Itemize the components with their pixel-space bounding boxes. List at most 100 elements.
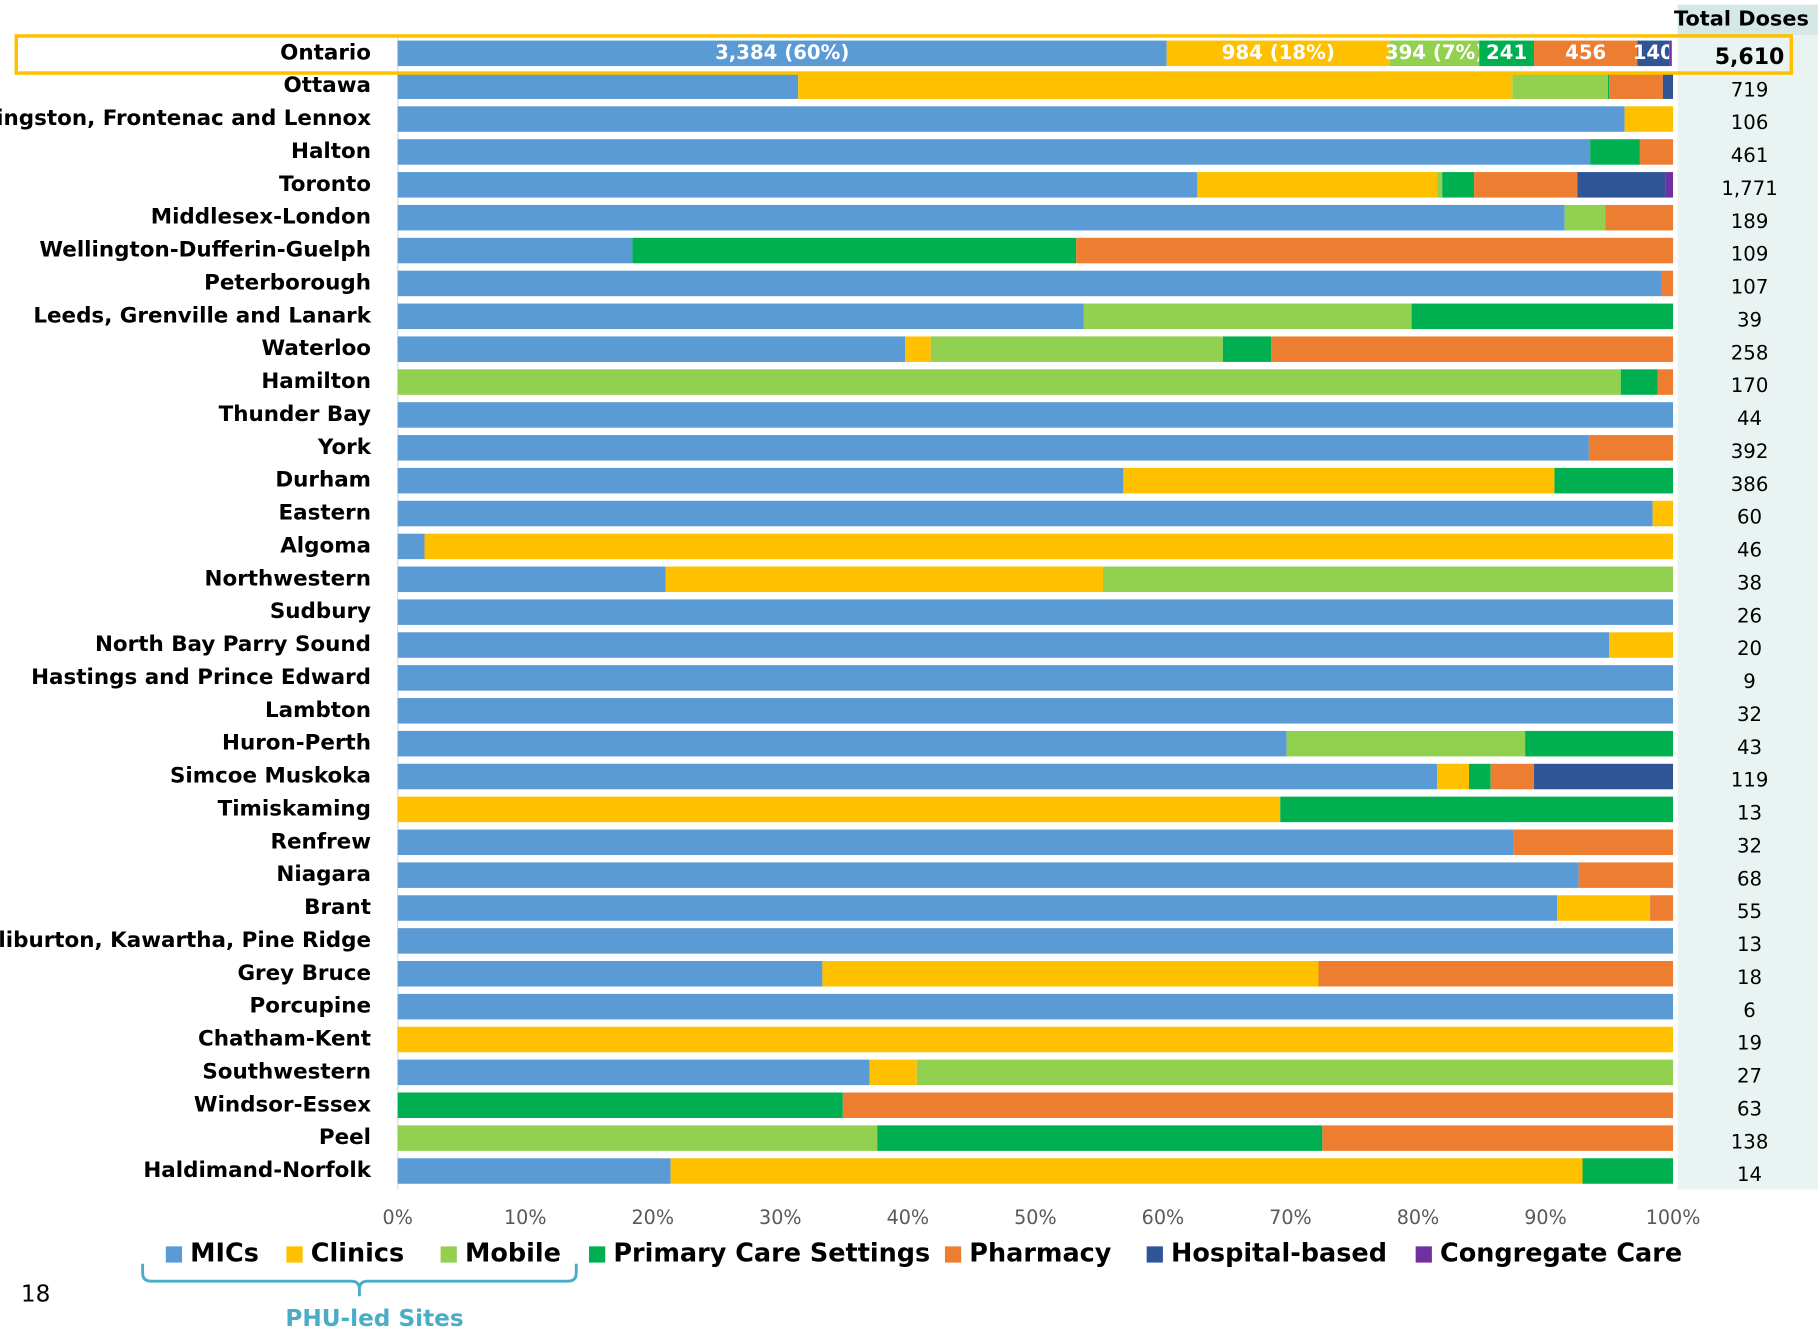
legend-label: MICs — [190, 1238, 259, 1268]
total-header-bg — [1677, 4, 1818, 35]
total-doses: 258 — [1731, 341, 1769, 364]
total-doses: 719 — [1731, 78, 1769, 101]
bar-segment — [1083, 303, 1412, 330]
bar-segment — [1197, 172, 1438, 198]
bar-segment — [397, 599, 1674, 625]
bar-segment — [397, 500, 1653, 527]
bar-segment — [1102, 566, 1674, 593]
category-label: Windsor-Essex — [194, 1092, 371, 1117]
legend-swatch — [165, 1246, 183, 1263]
bar-segment — [1624, 106, 1674, 132]
x-tick-label: 40% — [887, 1206, 930, 1229]
bar-segment — [930, 336, 1223, 362]
bar-segment — [397, 204, 1565, 231]
bar-segment — [397, 566, 666, 593]
total-doses: 392 — [1731, 440, 1769, 463]
data-label: 241 — [1486, 41, 1527, 64]
bar-segment — [1665, 172, 1674, 198]
x-tick-label: 70% — [1269, 1206, 1312, 1229]
total-doses: 106 — [1731, 111, 1769, 134]
legend-label: Mobile — [465, 1238, 561, 1268]
bar-segment — [1534, 40, 1638, 67]
data-label: 456 — [1565, 41, 1606, 64]
total-doses: 14 — [1737, 1163, 1762, 1186]
category-label: Brant — [304, 895, 371, 920]
category-label: Ottawa — [284, 73, 371, 98]
bar-segment — [1608, 73, 1610, 99]
category-label: Algoma — [280, 533, 371, 558]
bar-segment — [665, 566, 1103, 593]
bar-segment — [1590, 139, 1640, 165]
category-label: Ontario — [280, 40, 371, 65]
bar-segment — [1437, 763, 1469, 790]
bar-segment — [1280, 796, 1674, 823]
category-label: North Bay Parry Sound — [95, 632, 371, 657]
total-doses: 39 — [1737, 308, 1762, 331]
bar-segment — [1661, 270, 1674, 297]
total-doses: 119 — [1731, 769, 1769, 792]
category-label: Peterborough — [204, 270, 371, 295]
total-header: Total Doses — [1674, 7, 1809, 31]
bar-segment — [397, 172, 1198, 198]
bar-segment — [397, 40, 1167, 67]
total-doses: 60 — [1737, 506, 1762, 529]
category-label: Lambton — [265, 698, 371, 723]
bar-segment — [1620, 369, 1658, 395]
bar-segment — [397, 303, 1084, 330]
total-doses: 386 — [1731, 473, 1769, 496]
category-label: Niagara — [276, 862, 371, 887]
category-label: Durham — [275, 468, 371, 493]
total-doses: 13 — [1737, 802, 1762, 825]
total-doses: 55 — [1737, 900, 1762, 923]
category-label: Haliburton, Kawartha, Pine Ridge — [0, 928, 371, 953]
bar-segment — [397, 435, 1589, 461]
bar-segment — [397, 862, 1579, 888]
bar-segment — [1609, 73, 1663, 99]
bar-segment — [877, 1125, 1323, 1151]
data-label: 394 (7%) — [1385, 41, 1484, 64]
legend-group-label: PHU-led Sites — [285, 1305, 463, 1331]
bar-segment — [1286, 730, 1526, 757]
category-label: Halton — [291, 139, 371, 164]
bar-segment — [1513, 829, 1674, 856]
category-label: Southwestern — [202, 1059, 371, 1084]
bar-segment — [397, 336, 906, 362]
bar-segment — [1605, 204, 1674, 231]
category-label: Grey Bruce — [237, 961, 371, 986]
total-doses: 32 — [1737, 703, 1762, 726]
total-doses: 109 — [1731, 243, 1769, 266]
category-label: Waterloo — [262, 336, 372, 361]
bar-segment — [397, 402, 1674, 428]
bar-segment — [424, 533, 1674, 560]
bar-segment — [1318, 961, 1674, 987]
total-column — [1677, 4, 1818, 1190]
bar-segment — [397, 632, 1610, 658]
bar-segment — [1554, 467, 1674, 494]
bar-segment — [1512, 73, 1609, 99]
bar-segment — [1389, 40, 1480, 67]
bar-segment — [1639, 139, 1674, 165]
highlight-box — [14, 34, 1794, 75]
bar-segment — [397, 665, 1674, 691]
legend-bracket — [141, 1263, 578, 1297]
bar-segment — [397, 270, 1662, 297]
bar-segment — [1650, 895, 1674, 921]
bar-segment — [397, 467, 1124, 494]
total-doses: 170 — [1731, 374, 1769, 397]
x-tick-label: 100% — [1646, 1206, 1701, 1229]
total-doses: 27 — [1737, 1065, 1762, 1088]
category-label: Northwestern — [205, 566, 371, 591]
category-label: Simcoe Muskoka — [170, 764, 371, 789]
bar-segment — [1437, 172, 1443, 198]
bar-segment — [1657, 369, 1674, 395]
total-doses: 1,771 — [1721, 177, 1777, 200]
page-number: 18 — [21, 1281, 51, 1308]
total-doses: 68 — [1737, 867, 1762, 890]
category-label: Thunder Bay — [219, 402, 371, 427]
category-label: Porcupine — [250, 994, 371, 1019]
legend-label: Clinics — [311, 1238, 404, 1268]
legend-label: Hospital-based — [1171, 1238, 1387, 1268]
bar-segment — [822, 961, 1319, 987]
x-tick-label: 0% — [383, 1206, 413, 1229]
bar-segment — [1411, 303, 1674, 330]
